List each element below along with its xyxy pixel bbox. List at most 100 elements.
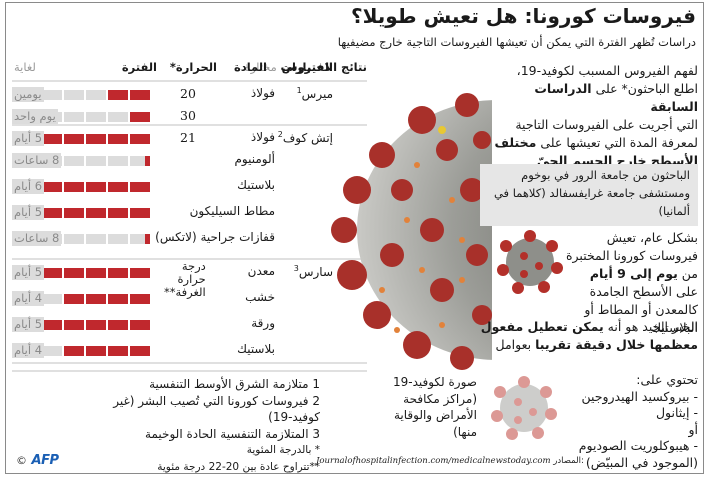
bar-block [86, 234, 106, 244]
bar-block [108, 112, 128, 122]
good-news: الخبر الجيد هو أنه يمكن تعطيل مفعول معظم… [480, 319, 698, 352]
bar-block [64, 234, 84, 244]
source-line: Journalofhospitalinfection.com/medicalne… [316, 456, 584, 466]
bar-block [42, 320, 62, 330]
divider [12, 370, 367, 372]
material-label: ورقة [251, 316, 275, 330]
duration-bar: 5 أيام [12, 131, 150, 146]
material-label: فولاذ [250, 130, 275, 144]
group-divider [12, 124, 367, 126]
duration-label: يومين [12, 87, 44, 102]
bar-block [130, 208, 150, 218]
bar-block [108, 346, 128, 356]
header-temperature: الحرارة* [169, 60, 217, 74]
bar-block [108, 234, 128, 244]
duration-bar: 8 ساعات [12, 153, 150, 168]
bar-block [86, 294, 106, 304]
bar-block [42, 182, 62, 192]
duration-label: 8 ساعات [12, 153, 62, 168]
bar-block [86, 90, 106, 100]
duration-bar: 8 ساعات [12, 231, 150, 246]
bar-block [64, 90, 84, 100]
duration-bar: يوم واحد [12, 109, 150, 124]
bar-block [64, 346, 84, 356]
duration-bar: يومين [12, 87, 150, 102]
disinfectant-list: تحتوي على: - بيروكسيد الهيدروجين - إيثان… [578, 372, 698, 470]
bar-block [86, 156, 106, 166]
header-results: نتائج الاختبارات مختارة [244, 60, 367, 74]
bar-block [64, 320, 84, 330]
bar-block [42, 346, 62, 356]
material-label: بلاستيك [237, 342, 275, 356]
material-label: خشب [245, 290, 275, 304]
bar-block-partial [145, 156, 150, 166]
header-until: لغاية [14, 60, 36, 74]
bar-block [64, 182, 84, 192]
image-caption: صورة لكوفيد-19 (مراكز مكافحة الأمراض وال… [392, 375, 477, 439]
bar-block [130, 234, 150, 244]
bar-block [42, 294, 62, 304]
bar-block-partial [145, 234, 150, 244]
bar-block [64, 112, 84, 122]
duration-bar: 4 أيام [12, 343, 150, 358]
bar-block [42, 90, 62, 100]
bar-block [64, 208, 84, 218]
room-temperature-label: درجة حرارة الغرفة** [164, 259, 206, 299]
researchers-note: الباحثون من جامعة الرور في بوخوم ومستشفى… [480, 164, 698, 226]
material-label: ألومنيوم [234, 152, 276, 166]
page-title: فيروسات كورونا: هل تعيش طويلا؟ [350, 4, 696, 28]
bar-block [130, 156, 150, 166]
bar-block [86, 320, 106, 330]
duration-label: 8 ساعات [12, 231, 62, 246]
bar-block [42, 134, 62, 144]
header-virus: الفيروس [281, 60, 333, 74]
general-finding: بشكل عام، تعيش فيروسات كورونا المختبرة م… [565, 230, 698, 335]
virus-name: سارس3 [293, 264, 333, 279]
duration-label: 4 أيام [12, 343, 45, 358]
temperature-value: 30 [180, 108, 196, 123]
duration-label: 5 أيام [12, 317, 45, 332]
bar-block [108, 268, 128, 278]
bar-block [108, 90, 128, 100]
survival-table: نتائج الاختبارات مختارة الفيروس المادة ا… [12, 56, 367, 371]
material-label: معدن [247, 264, 275, 278]
page-subtitle: دراسات تُظهر الفترة التي يمكن أن تعيشها … [337, 35, 696, 49]
bar-block [64, 134, 84, 144]
material-label: مطاط السيليكون [189, 204, 275, 218]
virus-icon-small [494, 226, 566, 302]
bar-block [86, 268, 106, 278]
duration-label: 4 أيام [12, 291, 45, 306]
bar-block [42, 268, 62, 278]
bar-block [64, 156, 84, 166]
bar-block [86, 182, 106, 192]
bar-block [108, 156, 128, 166]
bar-block [108, 182, 128, 192]
afp-logo: AFP [31, 453, 59, 468]
group-divider [12, 258, 367, 260]
bar-block [130, 346, 150, 356]
duration-label: 6 أيام [12, 179, 45, 194]
bar-block [108, 320, 128, 330]
duration-bar: 5 أيام [12, 205, 150, 220]
bar-block [130, 90, 150, 100]
duration-bar: 6 أيام [12, 179, 150, 194]
virus-icon-faded [488, 372, 560, 448]
header-material: المادة [234, 60, 267, 74]
bar-block [86, 208, 106, 218]
bar-block [130, 112, 150, 122]
afp-credit: © AFP [16, 453, 59, 468]
material-label: قفازات جراحية (لاتكس) [155, 230, 275, 244]
duration-label: 5 أيام [12, 131, 45, 146]
bar-block [108, 208, 128, 218]
bar-block [64, 294, 84, 304]
bar-block [130, 268, 150, 278]
bar-block [86, 134, 106, 144]
bar-block [108, 134, 128, 144]
temperature-value: 20 [180, 86, 196, 101]
header-duration: الفترة [121, 60, 157, 74]
bar-block [64, 268, 84, 278]
coronavirus-illustration [322, 80, 492, 370]
header-divider [12, 80, 367, 82]
duration-label: يوم واحد [12, 109, 58, 124]
bar-block [130, 134, 150, 144]
